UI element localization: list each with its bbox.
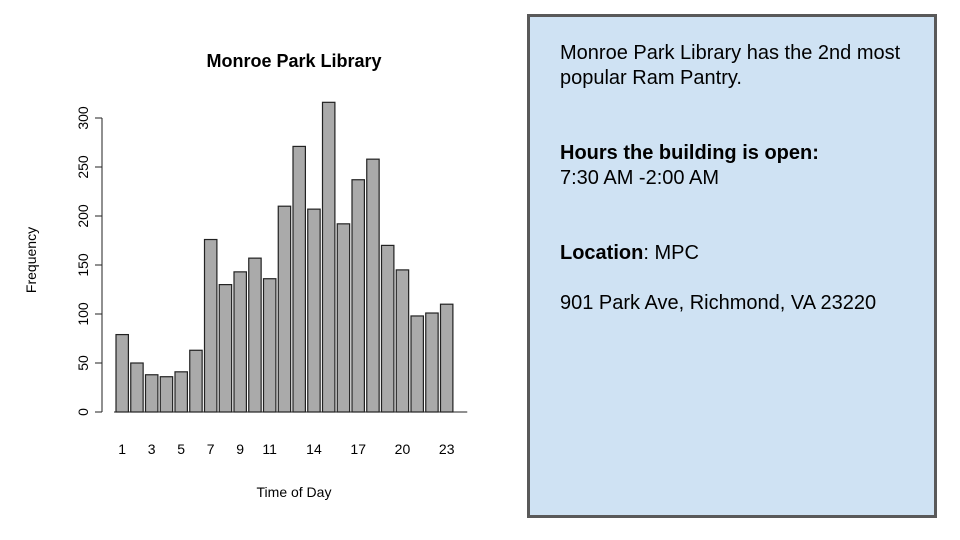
address-text: 901 Park Ave, Richmond, VA 23220 [560, 292, 877, 314]
hours-value: 7:30 AM -2:00 AM [560, 167, 719, 189]
bar-21 [410, 315, 424, 413]
y-axis-label: Frequency [23, 227, 39, 293]
x-tick-label: 1 [118, 441, 126, 457]
bar-19 [380, 244, 395, 413]
bar-chart: Monroe Park Library Frequency Time of Da… [23, 51, 468, 500]
bar-14 [307, 208, 321, 413]
bar-9 [233, 271, 247, 413]
bar-6 [189, 349, 203, 413]
bar-2 [130, 362, 144, 413]
y-tick-label: 250 [75, 155, 91, 179]
y-tick-label: 0 [75, 408, 91, 416]
x-axis-label: Time of Day [257, 484, 332, 500]
bar-15 [321, 101, 336, 413]
y-tick-label: 150 [75, 253, 91, 277]
location-heading: Location [560, 242, 644, 264]
bar-18 [366, 158, 380, 413]
bars-group [115, 101, 454, 413]
x-tick-labels: 1 3 5 7 9 11 14 17 20 23 [118, 441, 454, 457]
hours-heading: Hours the building is open: [560, 142, 819, 164]
bar-13 [292, 145, 306, 413]
bar-12 [277, 205, 292, 413]
chart-svg: Monroe Park Library Frequency Time of Da… [23, 51, 468, 500]
x-tick-label: 17 [350, 441, 366, 457]
bar-16 [336, 223, 351, 413]
bar-5 [174, 371, 188, 413]
bar-22 [425, 312, 439, 413]
x-tick-label: 3 [148, 441, 156, 457]
x-tick-label: 23 [439, 441, 455, 457]
x-tick-label: 7 [207, 441, 215, 457]
x-tick-label: 14 [306, 441, 322, 457]
y-tick-label: 50 [75, 355, 91, 371]
bar-23 [439, 303, 454, 413]
y-tick-label: 200 [75, 204, 91, 228]
bar-11 [262, 278, 277, 413]
y-axis: 0 50 100 150 200 250 300 [75, 106, 103, 416]
location-value: : MPC [643, 242, 699, 264]
bar-4 [159, 376, 174, 413]
bar-17 [351, 179, 365, 413]
bar-1 [115, 333, 129, 413]
bar-3 [144, 374, 159, 413]
y-tick-label: 100 [75, 302, 91, 326]
x-tick-label: 5 [177, 441, 185, 457]
info-panel: Monroe Park Library has the 2nd most pop… [527, 14, 937, 518]
bar-7 [203, 238, 218, 413]
intro-text: Monroe Park Library has the 2nd most pop… [560, 42, 901, 89]
chart-title: Monroe Park Library [206, 51, 381, 71]
bar-20 [395, 269, 410, 413]
x-tick-label: 9 [236, 441, 244, 457]
x-tick-label: 20 [395, 441, 411, 457]
location-line: Location: MPC [560, 241, 904, 266]
bar-8 [218, 284, 233, 413]
bar-10 [248, 257, 262, 413]
y-tick-label: 300 [75, 106, 91, 130]
x-tick-label: 11 [262, 441, 277, 457]
